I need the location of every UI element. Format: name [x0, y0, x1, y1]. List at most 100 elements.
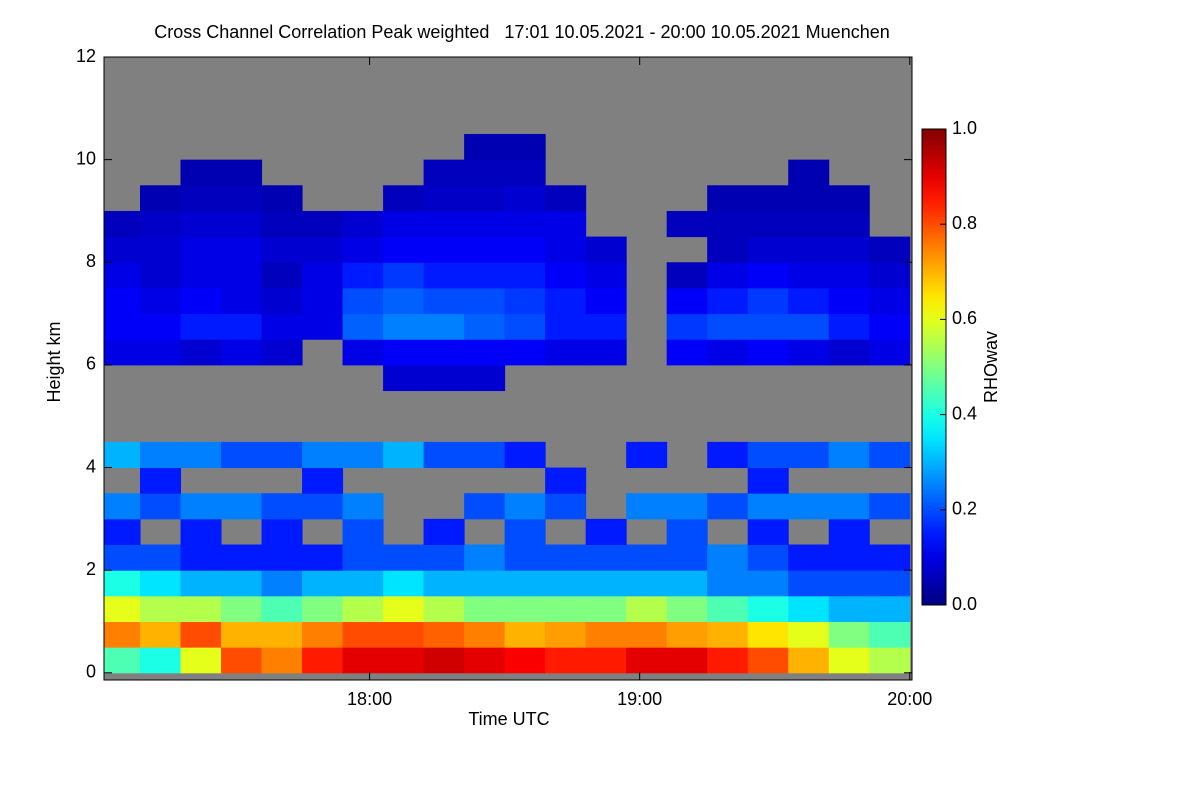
heatmap-cell: [626, 647, 668, 674]
heatmap-cell: [342, 647, 384, 674]
heatmap-cell: [180, 544, 222, 571]
heatmap-cell: [342, 621, 384, 648]
y-tick-label: 6: [86, 354, 96, 374]
heatmap-cell: [545, 287, 587, 315]
heatmap-cell: [707, 441, 749, 469]
heatmap-cell: [140, 313, 182, 340]
heatmap-cell: [221, 595, 263, 622]
heatmap-cell: [666, 544, 708, 571]
heatmap-cell: [261, 210, 303, 238]
heatmap-cell: [869, 647, 911, 674]
heatmap-cell: [504, 621, 546, 648]
heatmap-cell: [302, 262, 344, 289]
y-tick-label: 8: [86, 251, 96, 271]
heatmap-cell: [707, 262, 749, 289]
heatmap-cell: [585, 262, 627, 289]
y-tick-label: 10: [76, 148, 96, 168]
heatmap-cell: [221, 287, 263, 315]
heatmap-cell: [180, 595, 222, 622]
heatmap-cell: [788, 159, 830, 186]
heatmap-cell: [180, 236, 222, 263]
y-tick-label: 0: [86, 662, 96, 682]
heatmap-cell: [140, 595, 182, 622]
heatmap-cell: [869, 595, 911, 622]
heatmap-cell: [423, 621, 465, 648]
heatmap-cell: [221, 339, 263, 366]
heatmap-cell: [788, 570, 830, 597]
heatmap-cell: [140, 467, 182, 494]
heatmap-cell: [666, 570, 708, 597]
heatmap-cell: [788, 544, 830, 571]
heatmap-cell: [180, 159, 222, 186]
heatmap-cell: [545, 210, 587, 238]
heatmap-cell: [221, 647, 263, 674]
heatmap-cell: [585, 544, 627, 571]
heatmap-cell: [504, 493, 546, 520]
heatmap-cell: [180, 647, 222, 674]
heatmap-cell: [828, 441, 870, 469]
heatmap-cell: [302, 647, 344, 674]
heatmap-cell: [747, 262, 789, 289]
heatmap-cell: [747, 313, 789, 340]
heatmap-cell: [504, 647, 546, 674]
heatmap-cell: [302, 313, 344, 340]
heatmap-cell: [585, 339, 627, 366]
heatmap-cell: [666, 518, 708, 546]
heatmap-cell: [221, 544, 263, 571]
heatmap-cell: [342, 493, 384, 520]
heatmap-cell: [423, 210, 465, 238]
heatmap-cell: [545, 313, 587, 340]
heatmap-cell: [545, 570, 587, 597]
heatmap-cell: [585, 595, 627, 622]
heatmap-cell: [545, 621, 587, 648]
heatmap-cell: [464, 313, 506, 340]
heatmap-cell: [707, 647, 749, 674]
heatmap-cell: [666, 313, 708, 340]
heatmap-cell: [464, 647, 506, 674]
heatmap-cell: [666, 595, 708, 622]
heatmap-cell: [261, 493, 303, 520]
heatmap-cell: [464, 493, 506, 520]
colorbar: [921, 128, 947, 606]
heatmap-cell: [180, 518, 222, 546]
heatmap-cell: [423, 236, 465, 263]
heatmap-cell: [342, 518, 384, 546]
heatmap-cell: [464, 287, 506, 315]
heatmap-cell: [788, 339, 830, 366]
heatmap-cell: [707, 544, 749, 571]
heatmap-cell: [747, 493, 789, 520]
heatmap-cell: [707, 493, 749, 520]
heatmap-cell: [140, 339, 182, 366]
heatmap-cell: [302, 210, 344, 238]
heatmap-cell: [626, 441, 668, 469]
heatmap-cell: [261, 236, 303, 263]
heatmap-cell: [626, 570, 668, 597]
heatmap-cell: [707, 287, 749, 315]
heatmap-cell: [383, 339, 425, 366]
heatmap-cell: [504, 262, 546, 289]
heatmap-cell: [828, 236, 870, 263]
heatmap-cell: [545, 262, 587, 289]
heatmap-cell: [504, 339, 546, 366]
y-tick-label: 12: [76, 46, 96, 66]
heatmap-cell: [423, 518, 465, 546]
heatmap-cell: [747, 236, 789, 263]
colorbar-tick-label: 0.8: [952, 213, 977, 233]
colorbar-tick-label: 0.0: [952, 594, 977, 614]
heatmap-cell: [828, 595, 870, 622]
heatmap-cell: [383, 364, 425, 392]
heatmap-cell: [383, 621, 425, 648]
heatmap-cell: [180, 210, 222, 238]
heatmap-cell: [707, 339, 749, 366]
heatmap-cell: [464, 364, 506, 392]
heatmap-cell: [585, 647, 627, 674]
heatmap-cell: [180, 441, 222, 469]
heatmap-cell: [666, 339, 708, 366]
heatmap-cell: [140, 236, 182, 263]
heatmap-cell: [869, 236, 911, 263]
heatmap-cell: [626, 493, 668, 520]
heatmap-cell: [747, 441, 789, 469]
heatmap-cell: [464, 262, 506, 289]
heatmap-cell: [626, 621, 668, 648]
heatmap-cell: [302, 467, 344, 494]
